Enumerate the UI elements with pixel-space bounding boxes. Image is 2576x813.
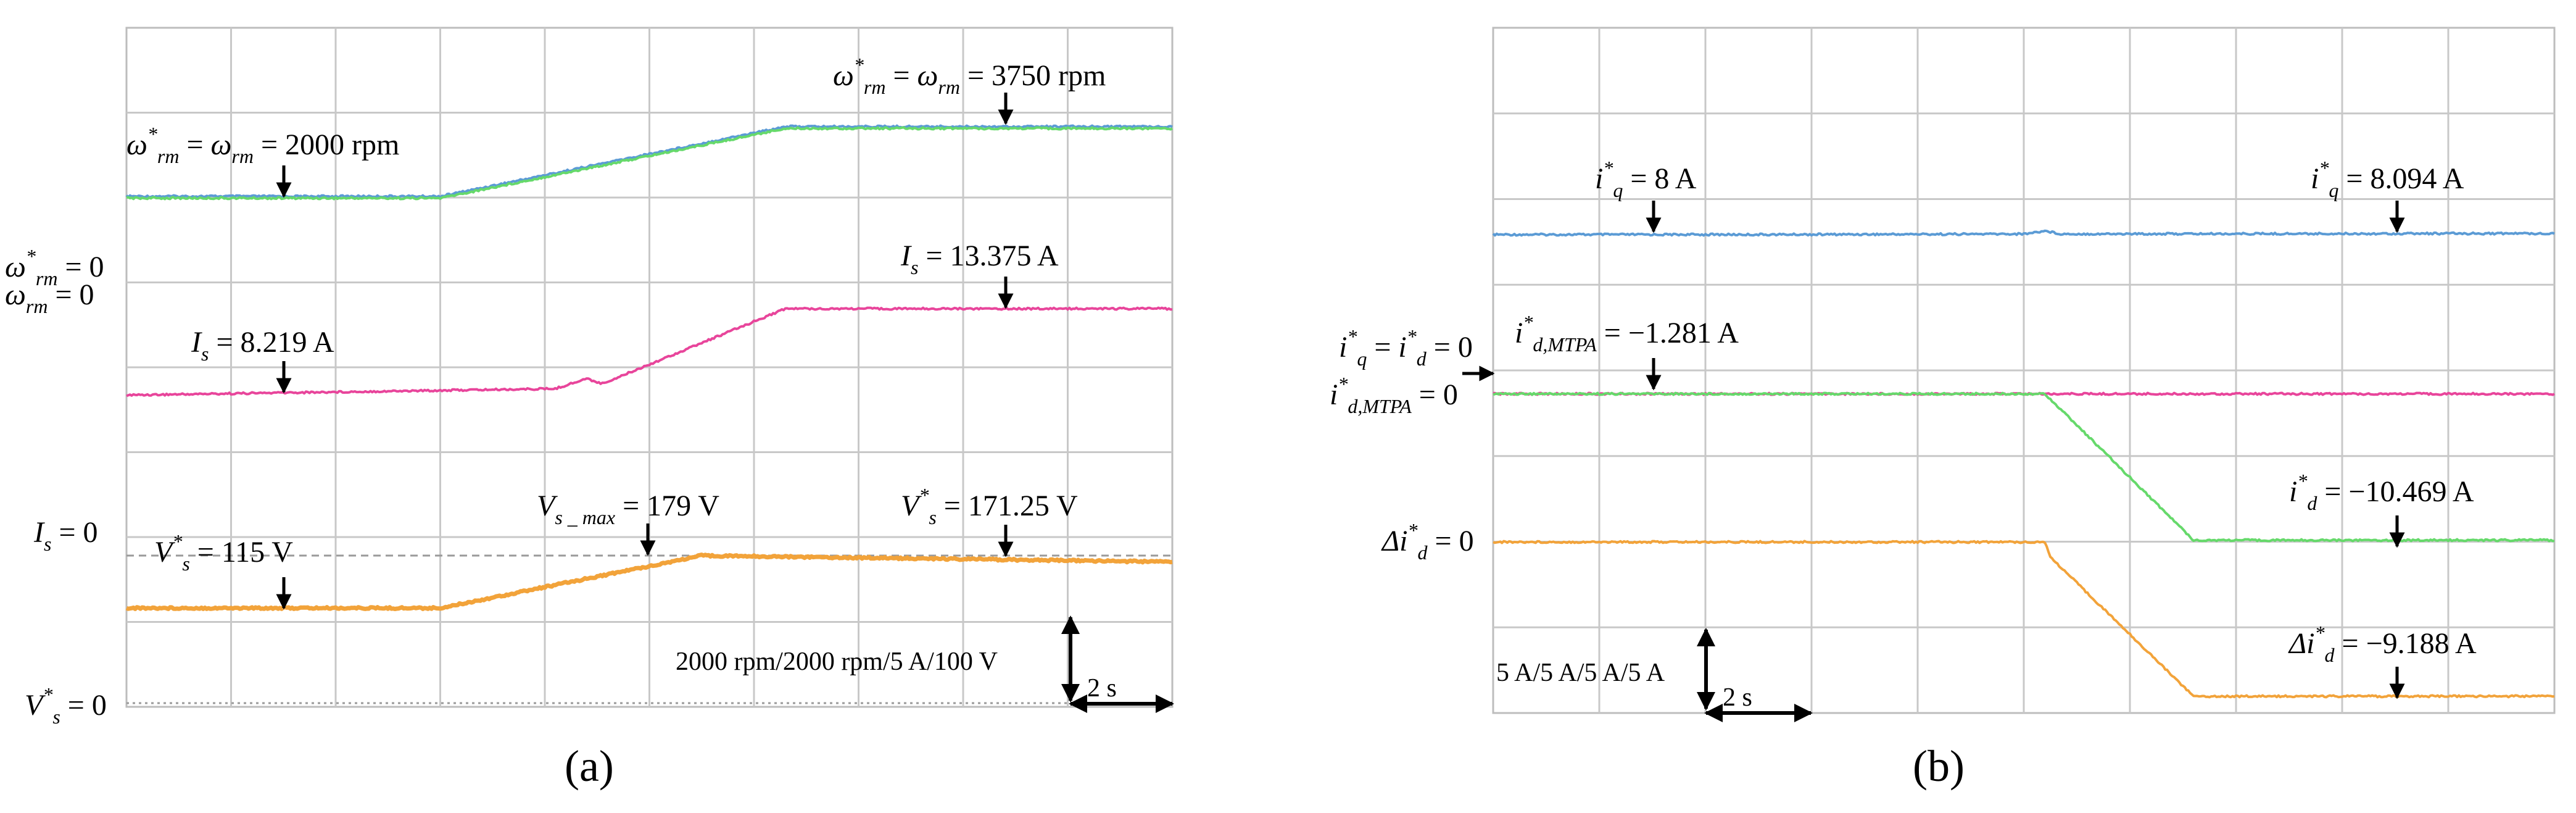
svg-text:ω*rm = ωrm = 2000 rpm: ω*rm = ωrm = 2000 rpm: [126, 123, 399, 167]
svg-text:Δi*d = −9.188 A: Δi*d = −9.188 A: [2288, 622, 2477, 666]
svg-text:i*q = 8 A: i*q = 8 A: [1595, 157, 1697, 201]
annotation-vs-115: V*s = 115 V: [154, 530, 293, 610]
figure-label-b: (b): [1913, 741, 1965, 791]
svg-text:Is = 13.375 A: Is = 13.375 A: [900, 240, 1059, 278]
series-line-iq_ref: [1492, 229, 2555, 237]
svg-text:Vs _ max = 179 V: Vs _ max = 179 V: [537, 490, 719, 528]
svg-text:i*q = 8.094 A: i*q = 8.094 A: [2311, 157, 2464, 201]
series-line-is: [126, 306, 1172, 398]
annotation-wrm-3750: ω*rm = ωrm = 3750 rpm: [833, 54, 1106, 125]
zero-label-wrm: ωrm = 0: [5, 278, 94, 317]
panel-a: ω*rm = ωrm = 2000 rpm ω*rm = ωrm = 3750 …: [5, 27, 1174, 791]
time-scale-label-b: 2 s: [1723, 683, 1752, 712]
annotation-idmtpa-1281: i*d,MTPA = −1.281 A: [1515, 311, 1739, 391]
svg-text:i*d,MTPA = −1.281 A: i*d,MTPA = −1.281 A: [1515, 311, 1739, 356]
svg-text:ωrm = 0: ωrm = 0: [5, 278, 94, 317]
svg-text:Is = 8.219 A: Is = 8.219 A: [191, 326, 334, 365]
annotation-wrm-2000: ω*rm = ωrm = 2000 rpm: [126, 123, 399, 198]
annotation-iq-8: i*q = 8 A: [1595, 157, 1697, 233]
annotation-id-10469: i*d = −10.469 A: [2289, 470, 2474, 548]
zero-label-wrm-ref: ω*rm = 0: [5, 245, 104, 290]
zero-label-vs: V*s = 0: [25, 683, 107, 728]
series-line-wrm: [126, 126, 1173, 201]
series-line-vs_ref: [125, 552, 1173, 611]
panel-b-traces: [1492, 229, 2555, 699]
svg-text:i*d = −10.469 A: i*d = −10.469 A: [2289, 470, 2474, 514]
series-line-did_ref: [1493, 540, 2555, 699]
series-line-wrm_ref: [125, 124, 1173, 199]
svg-text:Δi*d = 0: Δi*d = 0: [1381, 519, 1474, 564]
scale-label-b: 5 A/5 A/5 A/5 A: [1496, 659, 1665, 687]
zero-label-is: Is = 0: [33, 516, 98, 555]
svg-text:i*d,MTPA = 0: i*d,MTPA = 0: [1330, 373, 1458, 417]
annotation-is-13375: Is = 13.375 A: [900, 240, 1059, 309]
zero-label-did: Δi*d = 0: [1381, 519, 1474, 564]
annotation-did-9188: Δi*d = −9.188 A: [2288, 622, 2477, 699]
panel-a-grid: [126, 28, 1172, 707]
svg-text:V*s = 0: V*s = 0: [25, 683, 107, 728]
svg-text:i*q = i*d = 0: i*q = i*d = 0: [1339, 325, 1473, 370]
series-line-id_ref: [1493, 391, 2555, 543]
svg-text:V*s = 171.25 V: V*s = 171.25 V: [901, 484, 1078, 528]
svg-text:V*s = 115 V: V*s = 115 V: [154, 530, 293, 575]
zero-label-iq-id: i*q = i*d = 0: [1339, 325, 1495, 381]
scale-label-a: 2000 rpm/2000 rpm/5 A/100 V: [676, 648, 998, 676]
zero-label-idmtpa: i*d,MTPA = 0: [1330, 373, 1458, 417]
panel-b: i*q = 8 A i*q = 8.094 A i*d,MTPA = −1.28…: [1330, 27, 2556, 791]
svg-text:ω*rm = ωrm = 3750 rpm: ω*rm = ωrm = 3750 rpm: [833, 54, 1106, 98]
annotation-iq-8094: i*q = 8.094 A: [2311, 157, 2464, 233]
annotation-vs-max: Vs _ max = 179 V: [537, 490, 719, 556]
figure-label-a: (a): [565, 741, 614, 791]
annotation-is-8219: Is = 8.219 A: [191, 326, 334, 394]
panel-a-traces: [125, 124, 1173, 611]
time-scale-label-a: 2 s: [1087, 674, 1117, 703]
annotation-vs-17125: V*s = 171.25 V: [901, 484, 1078, 557]
svg-text:Is = 0: Is = 0: [33, 516, 98, 555]
svg-text:ω*rm = 0: ω*rm = 0: [5, 245, 104, 290]
